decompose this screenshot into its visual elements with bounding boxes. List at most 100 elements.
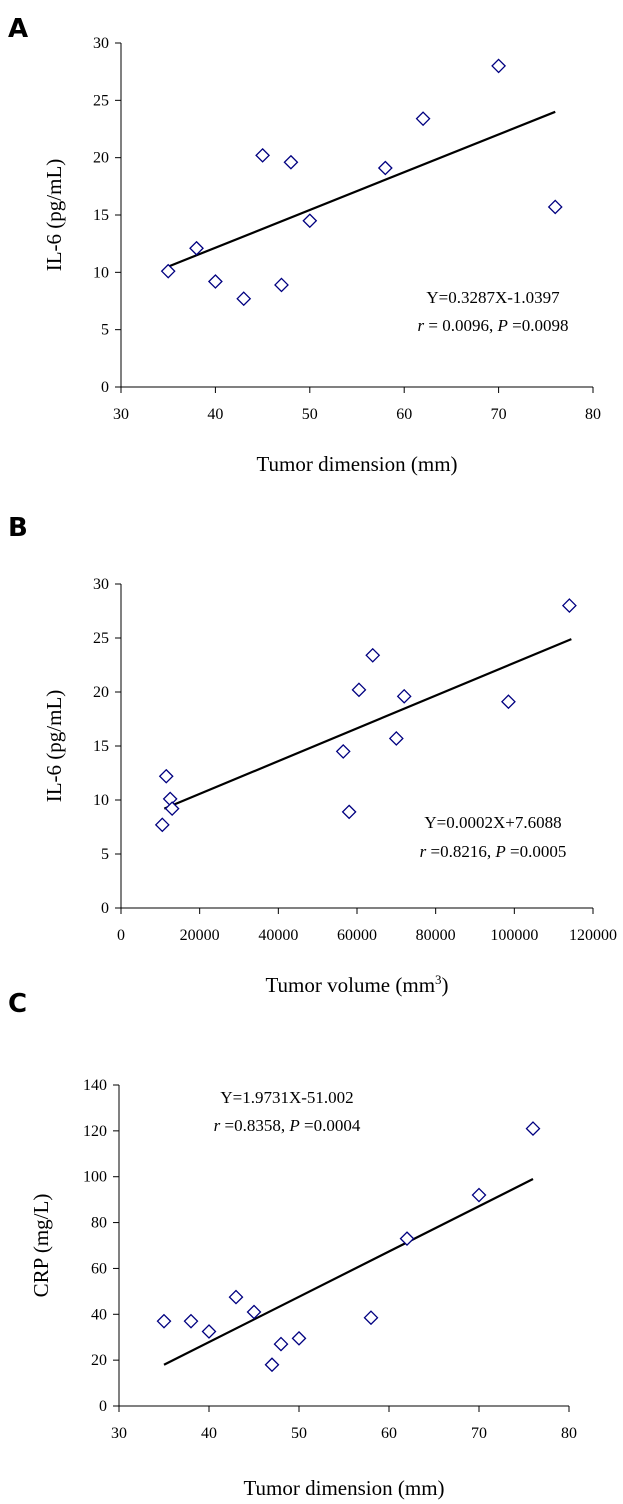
regression-line [163,638,572,810]
data-point [399,1231,415,1247]
r-value: =0.8358, [220,1116,289,1135]
y-tick-label: 0 [101,900,109,917]
data-point [388,731,404,746]
data-point [302,213,318,229]
x-tick-label: 40 [207,406,223,423]
data-point [561,598,577,614]
data-point [201,1324,217,1339]
data-point [158,768,174,784]
x-tick-label: 50 [291,1425,307,1442]
y-tick-label: 100 [83,1169,107,1186]
y-tick-label: 0 [99,1398,107,1415]
p-symbol: P [494,842,505,861]
p-value: =0.0098 [508,316,569,335]
data-point [154,817,170,833]
x-tick-label: 70 [471,1425,487,1442]
data-point [283,154,299,170]
y-tick-label: 30 [93,35,109,52]
data-point [396,688,412,704]
data-point [491,58,507,74]
x-tick-label: 70 [491,406,507,423]
data-point [365,647,381,663]
regression-stats: r =0.8358, P =0.0004 [214,1116,361,1135]
y-tick-label: 20 [93,150,109,167]
p-symbol: P [496,316,507,335]
y-axis-title: IL-6 (pg/mL) [42,690,66,803]
p-value: =0.0004 [300,1116,361,1135]
x-tick-label: 60 [381,1425,397,1442]
panel-b: B IL-6 (pg/mL) Tumor volume (mm3) Y=0.00… [8,513,617,997]
data-point [341,804,357,820]
x-tick-label: 100000 [490,927,538,944]
regression-line [167,110,556,268]
data-point [471,1187,487,1203]
regression-stats: r =0.8216, P =0.0005 [420,842,567,861]
data-point [377,160,393,176]
x-axis-title-main: Tumor volume (mm [265,973,435,997]
regression-line [163,1178,534,1366]
y-axis-title: CRP (mg/L) [29,1194,53,1298]
panel-letter-a: A [8,14,28,44]
y-tick-label: 120 [83,1123,107,1140]
data-point [236,291,252,307]
data-point [525,1121,541,1136]
r-symbol: r [420,842,427,861]
y-tick-label: 60 [91,1260,107,1277]
y-tick-label: 25 [93,630,109,647]
panel-letter-b: B [8,513,28,543]
data-point [415,111,431,127]
x-tick-label: 50 [302,406,318,423]
y-axis-title: IL-6 (pg/mL) [42,159,66,272]
x-tick-label: 40000 [258,927,298,944]
y-tick-label: 40 [91,1306,107,1323]
y-tick-label: 140 [83,1077,107,1094]
y-tick-label: 15 [93,207,109,224]
panel-letter-c: C [8,989,27,1019]
data-point [264,1357,280,1373]
r-symbol: r [418,316,425,335]
data-point [228,1289,244,1305]
panel-c: C CRP (mg/L) Tumor dimension (mm) Y=1.97… [8,989,577,1500]
data-point [501,694,516,710]
y-tick-label: 5 [101,846,109,863]
y-tick-label: 25 [93,92,109,109]
x-tick-label: 80 [561,1425,577,1442]
x-tick-label: 60000 [337,927,377,944]
y-tick-label: 10 [93,264,109,281]
y-tick-label: 0 [101,379,109,396]
y-tick-label: 10 [93,792,109,809]
x-tick-label: 80 [585,406,601,423]
regression-equation: Y=0.3287X-1.0397 [426,288,560,307]
x-tick-label: 40 [201,1425,217,1442]
y-tick-label: 15 [93,738,109,755]
x-axis-title: Tumor dimension (mm) [256,452,457,476]
y-tick-label: 30 [93,576,109,593]
data-point [246,1304,262,1320]
regression-equation: Y=1.9731X-51.002 [220,1088,353,1107]
y-tick-label: 5 [101,322,109,339]
x-tick-label: 20000 [180,927,220,944]
x-axis-title-close: ) [442,973,449,997]
r-symbol: r [214,1116,221,1135]
y-tick-label: 20 [91,1352,107,1369]
data-point [164,801,180,817]
x-axis-title: Tumor volume (mm3) [265,972,448,997]
x-tick-label: 30 [113,406,129,423]
data-point [273,1336,289,1352]
regression-equation: Y=0.0002X+7.6088 [424,813,561,832]
y-tick-label: 20 [93,684,109,701]
data-point [207,274,223,289]
p-symbol: P [288,1116,299,1135]
r-value: = 0.0096, [424,316,497,335]
regression-stats: r = 0.0096, P =0.0098 [418,316,569,335]
data-point [160,263,176,279]
y-tick-label: 80 [91,1215,107,1232]
data-point [547,199,563,215]
data-point [335,743,351,759]
data-point [274,277,289,293]
r-value: =0.8216, [426,842,495,861]
x-tick-label: 80000 [416,927,456,944]
data-point [189,240,204,256]
x-tick-label: 30 [111,1425,127,1442]
